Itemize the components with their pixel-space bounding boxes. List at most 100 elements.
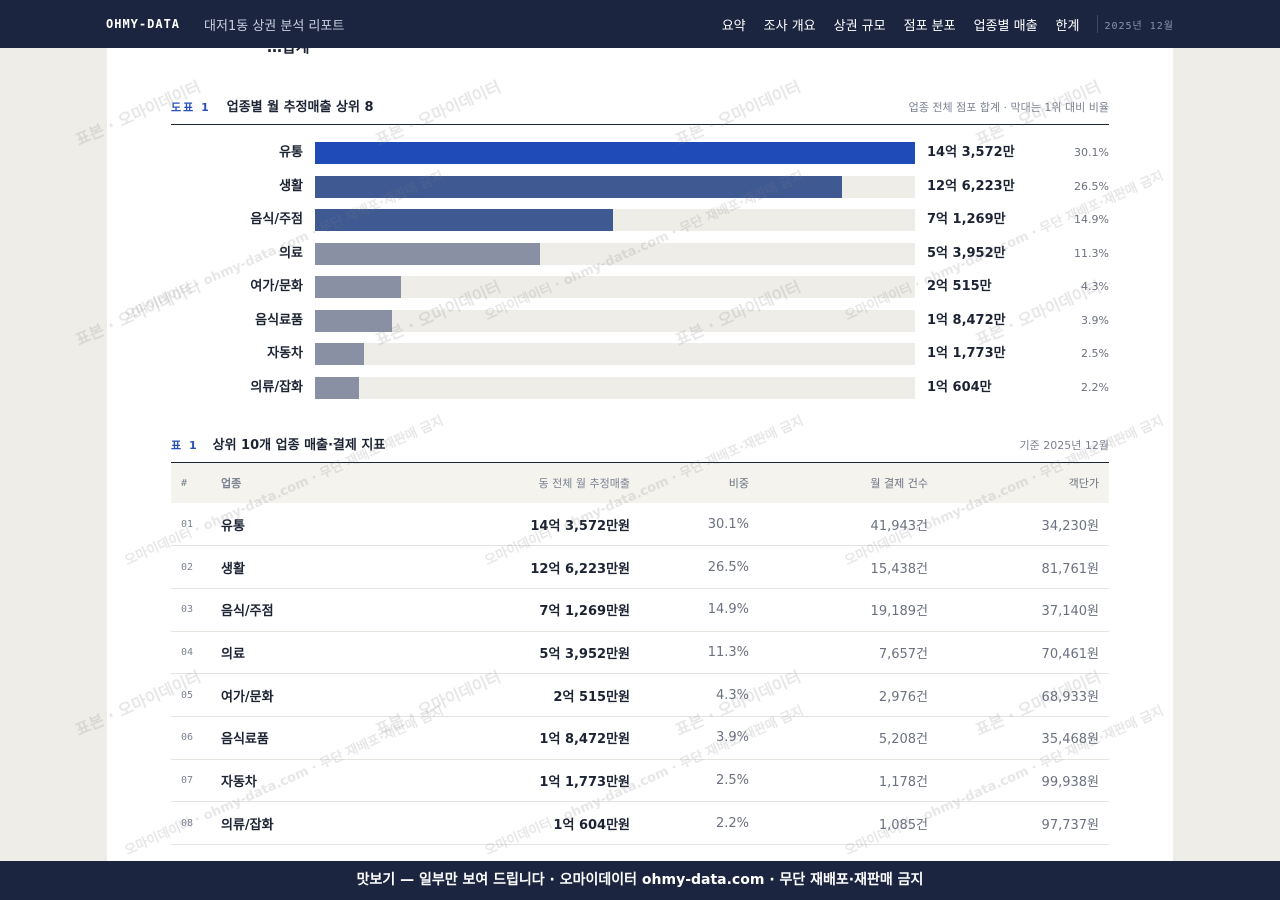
cell-share: 30.1% (707, 516, 749, 532)
cell-count: 2,976건 (878, 689, 928, 705)
cell-avg-price: 37,140원 (1041, 604, 1099, 620)
cell-count: 41,943건 (870, 518, 928, 534)
col-header-count: 월 결제 건수 (870, 477, 928, 490)
cell-sector: 유통 (221, 518, 245, 534)
cell-share: 11.3% (707, 644, 749, 660)
cell-avg-price: 97,737원 (1041, 817, 1099, 833)
cell-sector: 여가/문화 (221, 689, 274, 705)
table-tag: 표 1 (171, 439, 199, 452)
cell-count: 5,208건 (878, 732, 928, 748)
table-body: 01 유통 14억 3,572만원 30.1% 41,943건 34,230원 02 생활 12… (171, 503, 1109, 845)
col-header-sector: 업종 (221, 477, 242, 490)
bar-category-label: 음식/주점 (250, 212, 303, 227)
bar (315, 142, 915, 164)
bar-share-label: 26.5% (1074, 179, 1109, 193)
cell-rank: 05 (181, 689, 194, 701)
bar-category-label: 생활 (279, 178, 303, 194)
cell-rank: 08 (181, 817, 194, 829)
bar-category-label: 의류/잡화 (250, 379, 303, 395)
bar-track (315, 175, 915, 198)
cell-share: 14.9% (707, 602, 749, 618)
cell-avg-price: 35,468원 (1041, 732, 1099, 748)
cell-sector: 자동차 (221, 774, 257, 790)
cell-avg-price: 34,230원 (1041, 518, 1099, 534)
cell-sector: 음식료품 (221, 732, 269, 748)
metrics-table: # 업종 동 전체 월 추정매출 비중 월 결제 건수 객단가 01 유통 14억 … (171, 463, 1109, 845)
report-date: 2025년 12월 (1104, 20, 1174, 32)
cell-sales: 2억 515만원 (553, 689, 630, 705)
chart-section-header: 도표 1 업종별 월 추정매출 상위 8 업종 전체 점포 합계 · 막대는 1… (171, 96, 1109, 115)
col-header-sales: 동 전체 월 추정매출 (538, 477, 630, 490)
col-header-share: 비중 (728, 477, 749, 490)
table-section-header: 표 1 상위 10개 업종 매출·결제 지표 기준 2025년 12월 (171, 434, 1109, 453)
bar-value-label: 1억 604만 (927, 379, 992, 395)
bar-row: 유통 14억 3,572만 30.1% (171, 142, 1109, 164)
bar-category-label: 자동차 (267, 346, 303, 361)
bar (315, 343, 365, 365)
nav-item-distribution[interactable]: 점포 분포 (903, 18, 956, 34)
table-note: 기준 2025년 12월 (1019, 439, 1109, 452)
bar-value-label: 5억 3,952만 (927, 245, 1006, 261)
cell-share: 2.5% (715, 772, 749, 788)
cell-sales: 1억 604만원 (553, 817, 630, 833)
nav-item-scale[interactable]: 상권 규모 (833, 18, 886, 34)
bar-share-label: 4.3% (1081, 280, 1109, 293)
bar-track (315, 209, 915, 231)
cell-sales: 5억 3,952만원 (539, 646, 630, 662)
nav-divider (1097, 15, 1099, 33)
bar-category-label: 의료 (279, 245, 303, 261)
bar-share-label: 30.1% (1074, 146, 1109, 159)
chart-title: 업종별 월 추정매출 상위 8 (226, 100, 374, 115)
cell-avg-price: 99,938원 (1041, 774, 1099, 790)
brand-logo[interactable]: OHMY-DATA (106, 17, 181, 31)
col-header-avg-price: 객단가 (1068, 477, 1099, 490)
cell-sector: 생활 (221, 561, 245, 577)
table-row: 04 의료 5억 3,952만원 11.3% 7,657건 70,461원 (171, 631, 1109, 674)
report-page: …합계 도표 1 업종별 월 추정매출 상위 8 업종 전체 점포 합계 · 막… (107, 48, 1173, 861)
bar (315, 209, 613, 231)
bar-share-label: 2.5% (1081, 347, 1109, 360)
bar-share-label: 3.9% (1081, 313, 1109, 327)
bar-share-label: 11.3% (1074, 246, 1109, 260)
nav-item-overview[interactable]: 조사 개요 (763, 18, 816, 34)
bar-category-label: 음식료품 (255, 312, 303, 328)
bar (315, 309, 393, 332)
table-row: 03 음식/주점 7억 1,269만원 14.9% 19,189건 37,140원 (171, 588, 1109, 632)
table-row: 06 음식료품 1억 8,472만원 3.9% 5,208건 35,468원 (171, 716, 1109, 760)
nav-item-sales-by-sector[interactable]: 업종별 매출 (973, 18, 1038, 34)
cell-rank: 01 (181, 518, 194, 530)
bar (315, 242, 541, 265)
bar-row: 음식/주점 7억 1,269만 14.9% (171, 209, 1109, 231)
col-header-rank: # (181, 477, 188, 489)
bar-value-label: 7억 1,269만 (927, 212, 1006, 227)
table-rule (171, 462, 1109, 463)
cell-rank: 07 (181, 774, 194, 786)
cell-sector: 음식/주점 (221, 604, 274, 620)
table-header-row: # 업종 동 전체 월 추정매출 비중 월 결제 건수 객단가 (171, 463, 1109, 503)
bar-value-label: 1억 1,773만 (927, 346, 1006, 361)
bar-track (315, 242, 915, 265)
cell-share: 3.9% (715, 730, 749, 746)
bar-row: 자동차 1억 1,773만 2.5% (171, 343, 1109, 365)
cell-count: 1,178건 (878, 774, 928, 790)
cell-sales: 14억 3,572만원 (530, 518, 630, 534)
bar (315, 175, 843, 198)
top-navigation-bar: OHMY-DATA 대저1동 상권 분석 리포트 요약 조사 개요 상권 규모 … (0, 0, 1280, 48)
nav-item-summary[interactable]: 요약 (721, 18, 746, 34)
nav-item-limits[interactable]: 한계 (1055, 18, 1080, 34)
chart-rule (171, 124, 1109, 125)
bar-row: 여가/문화 2억 515만 4.3% (171, 276, 1109, 298)
bar-share-label: 14.9% (1074, 213, 1109, 226)
nav-menu: 요약 조사 개요 상권 규모 점포 분포 업종별 매출 한계 2025년 12월 (722, 15, 1174, 34)
cell-share: 4.3% (715, 687, 749, 703)
table-row: 01 유통 14억 3,572만원 30.1% 41,943건 34,230원 (171, 503, 1109, 546)
cell-rank: 03 (181, 604, 194, 616)
bar-share-label: 2.2% (1081, 380, 1109, 394)
cell-avg-price: 68,933원 (1041, 689, 1099, 705)
footer-banner: 맛보기 — 일부만 보여 드립니다 · 오마이데이터 ohmy-data.com… (0, 861, 1280, 900)
bar-value-label: 2억 515만 (927, 279, 992, 294)
cell-count: 1,085건 (878, 817, 928, 833)
bar-track (315, 309, 915, 332)
cell-sales: 1억 1,773만원 (539, 774, 630, 790)
cell-sales: 7억 1,269만원 (539, 604, 630, 620)
